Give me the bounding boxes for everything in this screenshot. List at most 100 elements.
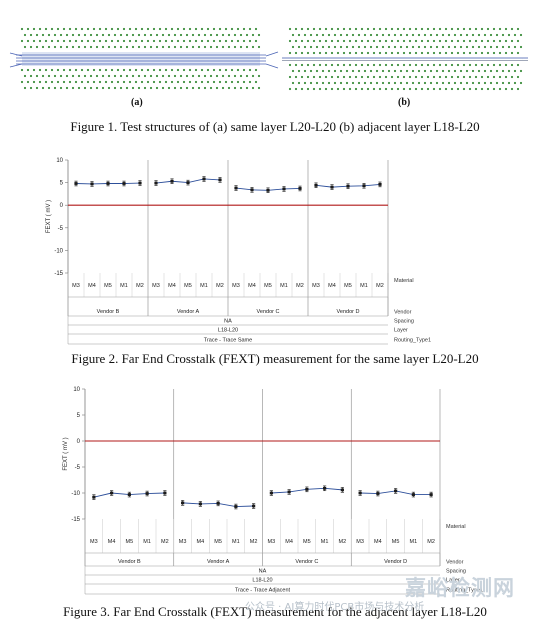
material-cell: M5: [344, 283, 352, 289]
via-dot: [230, 27, 234, 31]
structure-a-same-layer: [9, 27, 279, 90]
via-dot: [516, 63, 520, 67]
via-dot: [354, 63, 358, 67]
material-cell: M1: [321, 539, 329, 545]
via-dot: [50, 27, 54, 31]
via-dot: [122, 39, 126, 43]
via-dot: [387, 45, 391, 49]
material-cell: M1: [280, 283, 288, 289]
via-dot: [74, 27, 78, 31]
material-cell: M3: [90, 539, 98, 545]
via-dot: [53, 86, 57, 90]
via-dot: [155, 74, 159, 78]
material-cell: M5: [264, 283, 272, 289]
via-dot: [456, 87, 460, 91]
material-cell: M1: [232, 539, 240, 545]
via-dot: [498, 87, 502, 91]
via-dot: [378, 75, 382, 79]
via-dot: [227, 45, 231, 49]
material-cell: M1: [200, 283, 208, 289]
material-cell: M5: [104, 283, 112, 289]
via-dot: [119, 33, 123, 37]
via-dot: [20, 27, 24, 31]
via-dot: [360, 63, 364, 67]
via-dot: [456, 27, 460, 31]
via-dot: [495, 33, 499, 37]
via-dot: [459, 45, 463, 49]
via-dot: [104, 39, 108, 43]
via-dot: [116, 27, 120, 31]
via-dot: [77, 33, 81, 37]
via-dot: [164, 27, 168, 31]
via-dot: [309, 33, 313, 37]
via-dot: [191, 74, 195, 78]
via-dot: [303, 33, 307, 37]
via-dot: [480, 75, 484, 79]
via-dot: [402, 63, 406, 67]
via-dot: [50, 68, 54, 72]
via-dot: [98, 68, 102, 72]
via-dot: [125, 74, 129, 78]
via-dot: [137, 33, 141, 37]
data-point: [298, 187, 302, 190]
via-dot: [342, 51, 346, 55]
material-cell: M5: [184, 283, 192, 289]
via-dot: [495, 69, 499, 73]
via-dot: [312, 75, 316, 79]
via-dot: [116, 68, 120, 72]
via-dot: [498, 51, 502, 55]
via-dot: [405, 81, 409, 85]
via-dot: [408, 87, 412, 91]
via-dot: [420, 75, 424, 79]
via-dot: [215, 86, 219, 90]
data-point: [202, 177, 206, 181]
vendor-cell: Vendor A: [177, 309, 200, 315]
via-dot: [83, 74, 87, 78]
via-dot: [164, 80, 168, 84]
via-dot: [212, 68, 216, 72]
via-dot: [47, 33, 51, 37]
via-dot: [435, 69, 439, 73]
via-dot: [288, 27, 292, 31]
via-dot: [300, 63, 304, 67]
y-tick-label: -15: [71, 517, 80, 523]
data-point: [234, 505, 238, 508]
via-dot: [95, 45, 99, 49]
via-dot: [333, 45, 337, 49]
y-tick-label: 0: [77, 439, 81, 445]
via-dot: [26, 27, 30, 31]
via-dot: [35, 45, 39, 49]
via-dot: [203, 33, 207, 37]
via-dot: [155, 33, 159, 37]
material-cell: M2: [376, 283, 384, 289]
table-row-label: Layer: [394, 328, 408, 334]
via-dot: [372, 87, 376, 91]
via-dot: [333, 69, 337, 73]
via-dot: [336, 27, 340, 31]
via-dot: [309, 69, 313, 73]
via-dot: [227, 86, 231, 90]
y-tick-label: 10: [56, 158, 63, 164]
y-tick-label: -10: [54, 248, 63, 254]
via-dot: [381, 69, 385, 73]
via-dot: [155, 45, 159, 49]
via-dot: [245, 86, 249, 90]
vendor-cell: Vendor C: [257, 309, 280, 315]
via-dot: [161, 86, 165, 90]
via-dot: [516, 27, 520, 31]
via-dot: [414, 27, 418, 31]
via-dot: [203, 86, 207, 90]
via-dot: [251, 74, 255, 78]
trace-fanout: [9, 51, 279, 69]
via-dot: [393, 81, 397, 85]
vendor-cell: Vendor D: [384, 559, 407, 565]
via-dot: [221, 33, 225, 37]
via-dot: [402, 87, 406, 91]
via-dot: [342, 63, 346, 67]
via-dot: [303, 81, 307, 85]
vendor-cell: Vendor D: [337, 309, 360, 315]
material-cell: M4: [374, 539, 382, 545]
y-tick-label: 0: [60, 203, 64, 209]
